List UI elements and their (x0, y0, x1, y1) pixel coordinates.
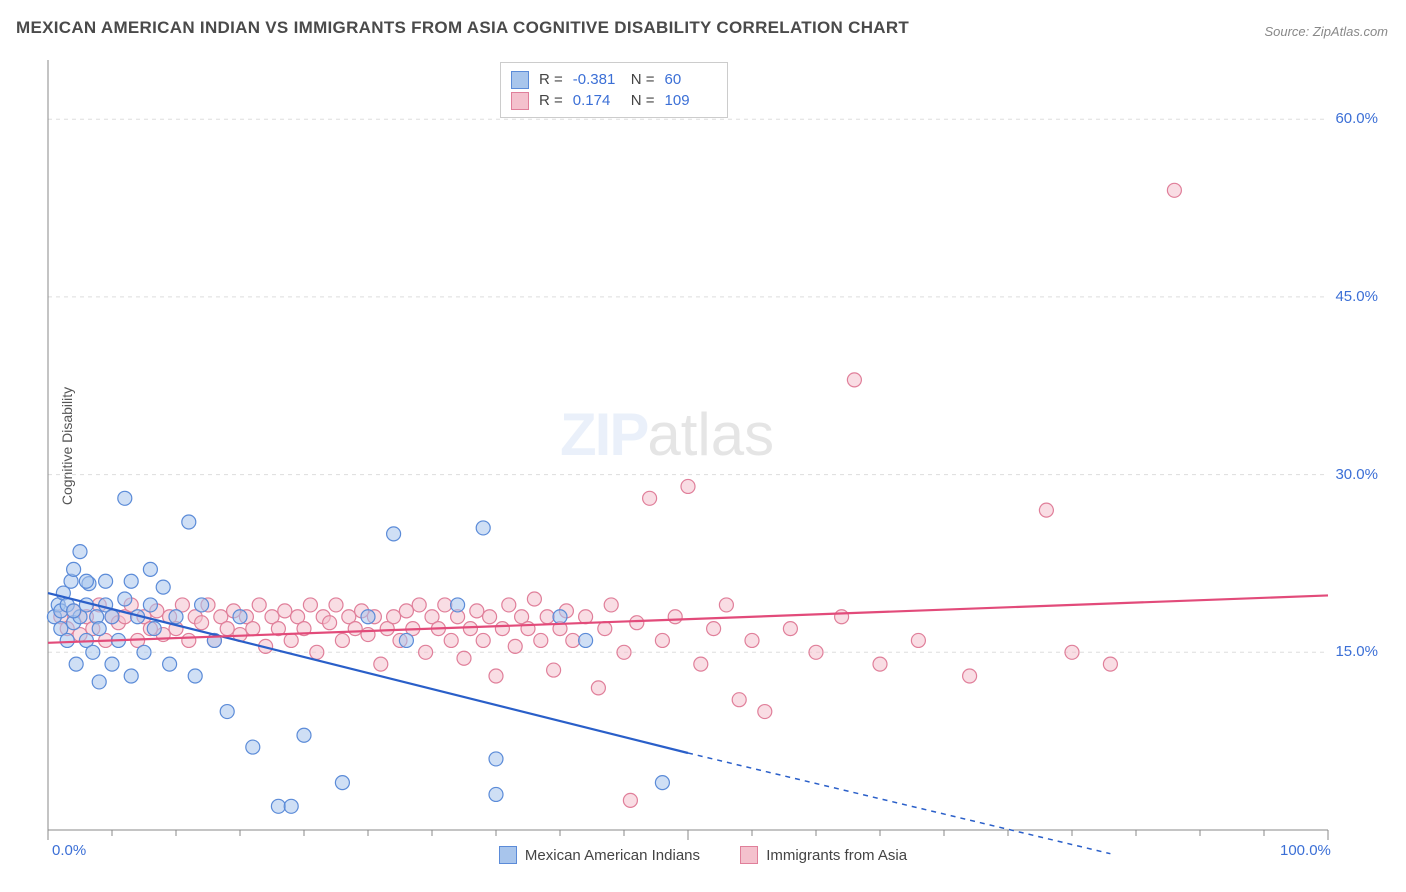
stat-value: 60 (665, 69, 713, 90)
stats-row-blue: R = -0.381 N = 60 (511, 69, 713, 90)
y-tick-label: 30.0% (1335, 466, 1378, 483)
scatter-svg (48, 60, 1328, 830)
source-attribution: Source: ZipAtlas.com (1264, 24, 1388, 39)
legend-item-pink: Immigrants from Asia (740, 846, 907, 864)
swatch-icon (740, 846, 758, 864)
x-tick-label: 0.0% (52, 842, 86, 859)
swatch-icon (511, 92, 529, 110)
y-tick-label: 60.0% (1335, 110, 1378, 127)
stats-row-pink: R = 0.174 N = 109 (511, 90, 713, 111)
stat-value: 109 (665, 90, 713, 111)
legend-item-blue: Mexican American Indians (499, 846, 700, 864)
legend-label: Immigrants from Asia (766, 847, 907, 864)
y-tick-label: 45.0% (1335, 288, 1378, 305)
legend-label: Mexican American Indians (525, 847, 700, 864)
stat-value: -0.381 (573, 69, 621, 90)
y-tick-label: 15.0% (1335, 643, 1378, 660)
chart-container: { "title": "MEXICAN AMERICAN INDIAN VS I… (0, 0, 1406, 892)
bottom-legend: Mexican American Indians Immigrants from… (0, 846, 1406, 868)
correlation-stats-box: R = -0.381 N = 60 R = 0.174 N = 109 (500, 62, 728, 118)
chart-title: MEXICAN AMERICAN INDIAN VS IMMIGRANTS FR… (16, 18, 909, 38)
x-tick-label: 100.0% (1280, 842, 1331, 859)
stat-label: N = (631, 69, 655, 90)
swatch-icon (511, 71, 529, 89)
stat-value: 0.174 (573, 90, 621, 111)
plot-area (48, 60, 1328, 830)
stat-label: R = (539, 90, 563, 111)
stat-label: R = (539, 69, 563, 90)
swatch-icon (499, 846, 517, 864)
stat-label: N = (631, 90, 655, 111)
